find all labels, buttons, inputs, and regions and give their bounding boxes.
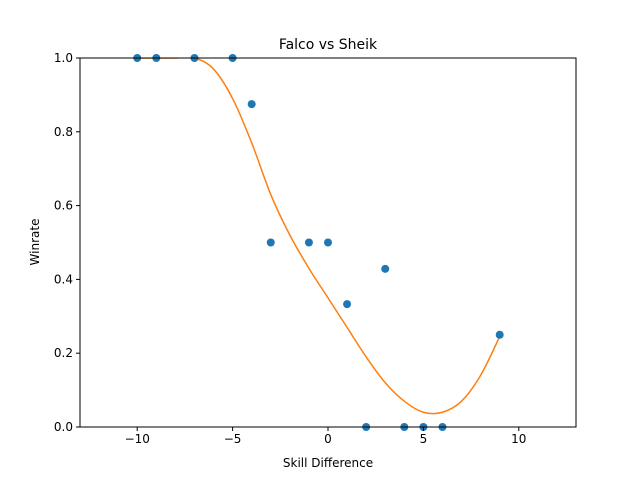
data-point <box>304 238 313 247</box>
y-tick-label: 1.0 <box>54 51 73 65</box>
y-tick-label: 0.2 <box>54 346 73 360</box>
axes-layer: −10 −5 0 5 10 0.0 0.2 0.4 0.6 0.8 1.0 <box>54 51 577 446</box>
data-point <box>266 238 275 247</box>
data-point <box>495 330 504 339</box>
data-point <box>247 100 256 109</box>
fit-curve-line <box>137 58 501 415</box>
x-tick-label: 0 <box>324 432 332 446</box>
data-point <box>343 300 352 309</box>
data-point <box>324 238 332 247</box>
plot-layer <box>133 54 504 431</box>
x-tick-label: −10 <box>125 432 150 446</box>
y-tick-label: 0.4 <box>54 272 73 286</box>
y-axis-label: Winrate <box>28 219 42 266</box>
x-tick-label: 10 <box>511 432 526 446</box>
y-tick-label: 0.8 <box>54 125 73 139</box>
chart-title: Falco vs Sheik <box>279 37 378 53</box>
x-tick-label: −5 <box>224 432 242 446</box>
x-axis-label: Skill Difference <box>283 456 373 470</box>
y-tick-label: 0.0 <box>54 420 73 434</box>
y-tick-label: 0.6 <box>54 199 73 213</box>
data-point <box>381 264 390 273</box>
x-tick-label: 5 <box>420 432 428 446</box>
